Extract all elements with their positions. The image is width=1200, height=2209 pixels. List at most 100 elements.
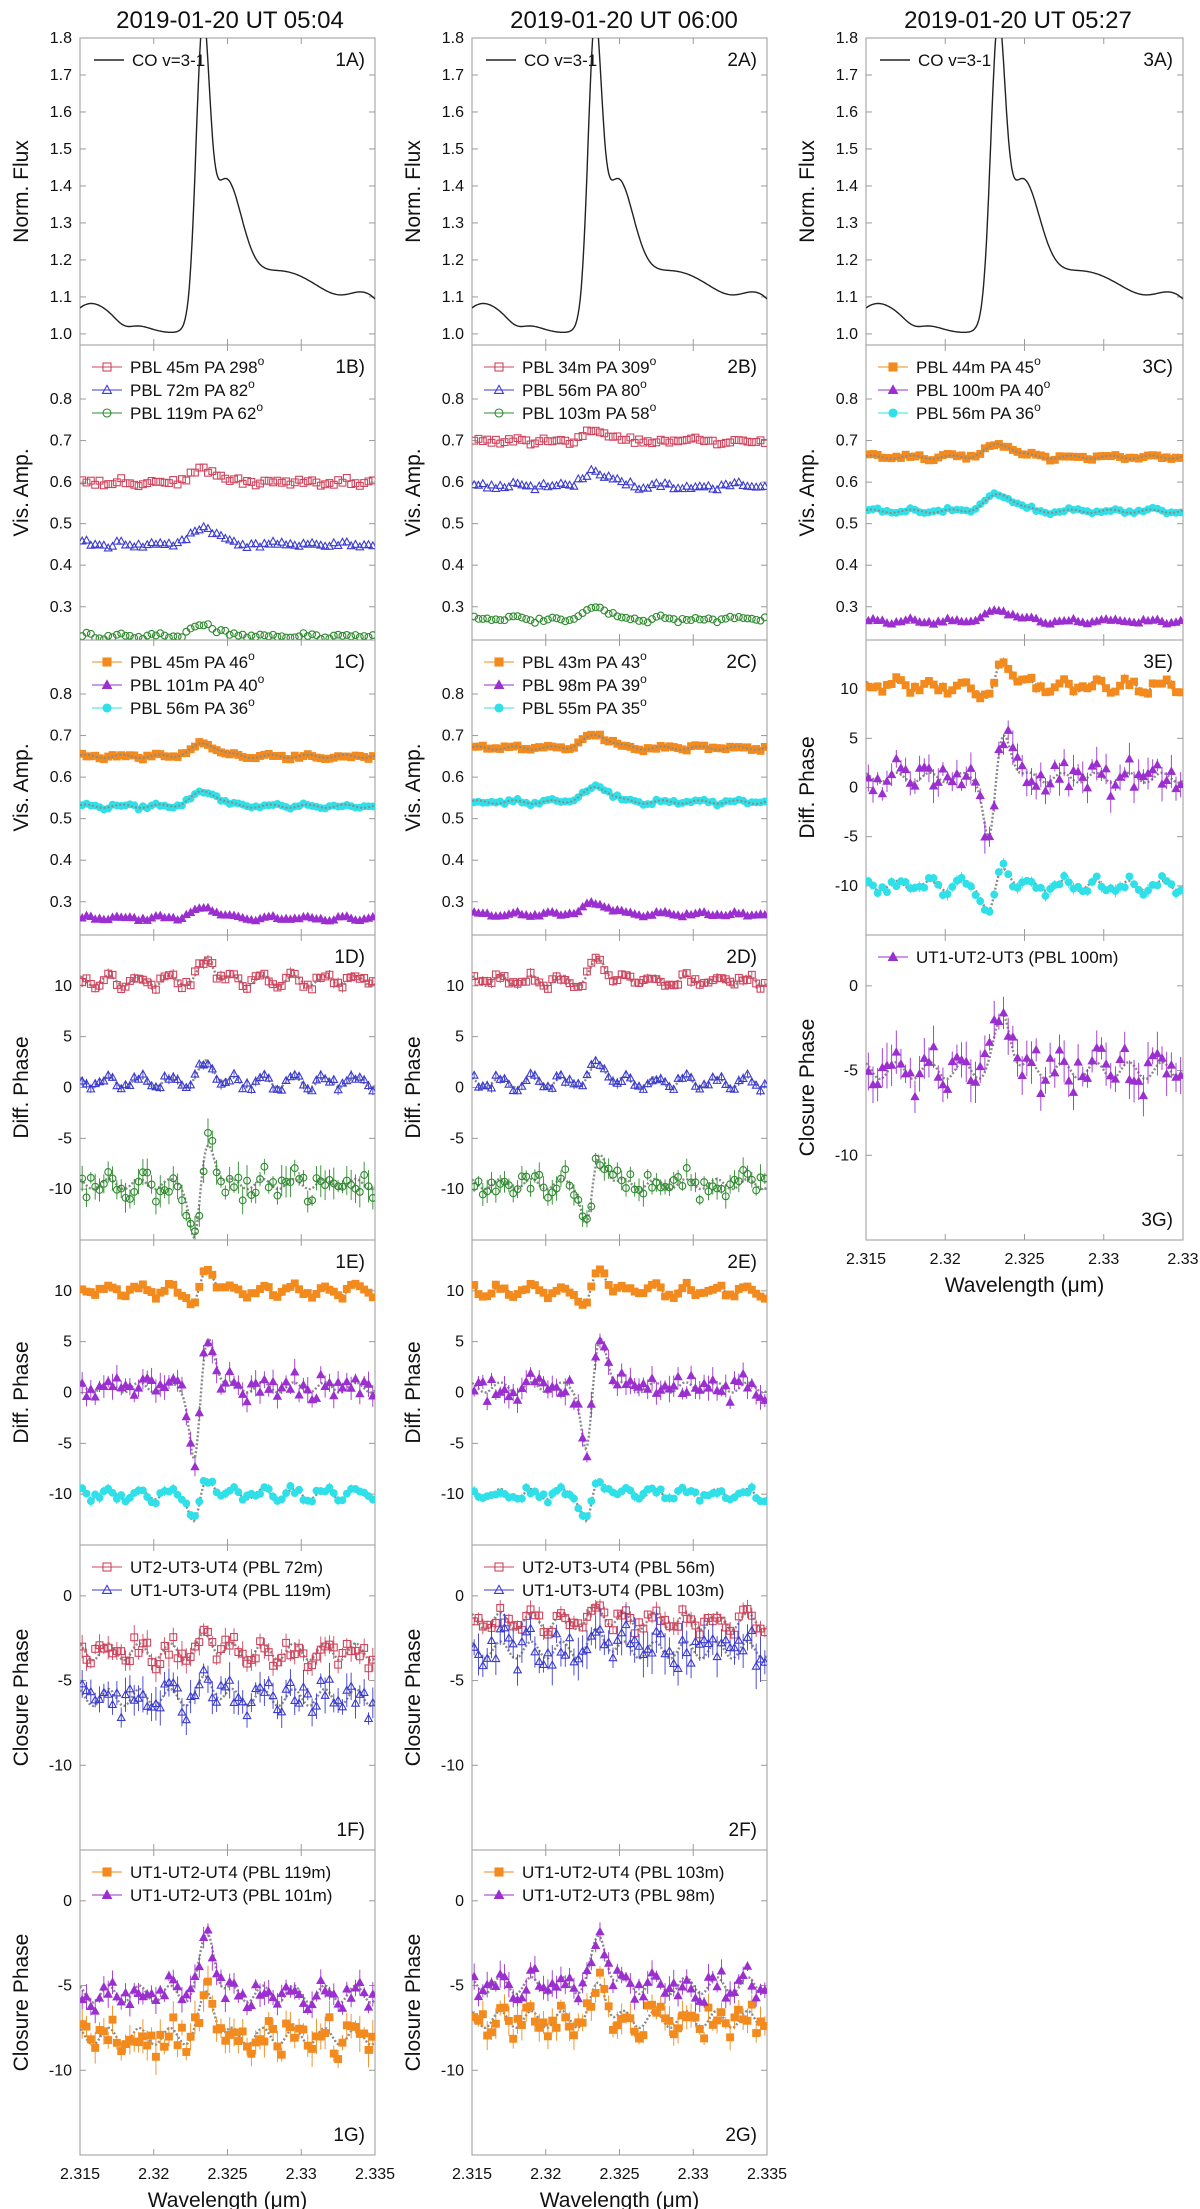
data-point: [225, 477, 234, 485]
data-point: [94, 540, 105, 549]
y-tick-label: -10: [835, 1147, 858, 1164]
data-point: [233, 1074, 244, 1084]
legend-marker: [494, 1867, 504, 1877]
y-axis-label: Closure Phase: [10, 1629, 33, 1767]
data-point: [573, 1399, 583, 1408]
data-point: [674, 980, 683, 989]
data-point: [177, 1649, 186, 1658]
data-point: [286, 1482, 295, 1490]
data-point: [966, 684, 975, 693]
legend-label: UT1-UT3-UT4 (PBL 119m): [130, 1581, 331, 1600]
data-point: [534, 1373, 544, 1382]
data-point: [674, 1289, 683, 1298]
legend-marker: [887, 384, 899, 394]
data-point: [586, 1957, 596, 1967]
data-point: [708, 1972, 718, 1981]
x-tick-label: 2.32: [930, 1251, 961, 1268]
data-point: [99, 1381, 109, 1390]
data-point: [1036, 769, 1046, 779]
data-point: [717, 439, 726, 448]
data-point: [1153, 881, 1162, 890]
data-point: [259, 1069, 270, 1078]
data-point: [86, 1384, 96, 1393]
data-point: [665, 980, 674, 989]
data-point: [1078, 1071, 1088, 1080]
data-point: [86, 629, 95, 638]
data-point: [133, 1383, 144, 1392]
data-point: [181, 1989, 191, 1999]
data-point: [221, 1635, 230, 1644]
data-point: [561, 617, 570, 626]
data-point: [574, 982, 583, 991]
data-point: [472, 1385, 479, 1395]
data-point: [1068, 1087, 1079, 1096]
legend-label: PBL 45m PA 298o: [130, 354, 265, 377]
data-point: [156, 2030, 165, 2039]
data-point: [729, 906, 740, 916]
data-point: [290, 633, 299, 640]
data-point: [299, 2025, 308, 2034]
data-point: [1027, 877, 1036, 886]
legend-marker: [102, 362, 112, 372]
data-point: [742, 481, 753, 490]
data-point: [591, 953, 600, 962]
data-point: [473, 1649, 484, 1658]
data-point: [747, 1077, 757, 1086]
data-point: [1158, 679, 1166, 688]
data-point: [472, 1642, 479, 1651]
data-point: [199, 463, 208, 472]
data-point: [652, 975, 661, 984]
data-point: [713, 2016, 722, 2025]
data-point: [229, 1068, 239, 1078]
data-point: [125, 1493, 134, 1502]
data-point: [691, 2013, 700, 2022]
data-point: [112, 2038, 121, 2047]
data-point: [329, 2049, 338, 2058]
data-point: [526, 440, 535, 449]
data-point: [230, 2028, 238, 2037]
data-point: [1106, 791, 1116, 800]
data-point: [695, 980, 704, 989]
data-point: [929, 680, 938, 689]
data-point: [569, 1983, 579, 1992]
data-point: [966, 882, 975, 891]
data-point: [130, 1187, 139, 1196]
data-point: [713, 440, 722, 449]
data-point: [346, 1070, 356, 1079]
data-point: [182, 1499, 191, 1508]
data-point: [303, 477, 312, 486]
data-point: [914, 1068, 925, 1078]
data-point: [699, 1997, 709, 2006]
data-point: [230, 970, 238, 979]
data-point: [172, 1375, 183, 1385]
data-point: [551, 1982, 562, 1991]
data-point: [329, 1074, 339, 1084]
data-point: [321, 2029, 330, 2037]
data-point: [873, 889, 882, 898]
data-point: [86, 476, 95, 485]
data-point: [99, 1075, 109, 1085]
data-point: [117, 2047, 126, 2056]
model-curve: [472, 1153, 767, 1226]
data-point: [556, 1647, 566, 1656]
data-point: [156, 629, 165, 638]
data-point: [347, 973, 356, 982]
data-point: [290, 1366, 300, 1376]
data-point: [155, 1702, 165, 1712]
data-point: [587, 427, 596, 436]
data-point: [648, 615, 656, 623]
data-point: [530, 1487, 539, 1496]
data-point: [595, 1335, 605, 1345]
data-point: [368, 1293, 375, 1302]
data-point: [678, 970, 687, 979]
data-point: [578, 982, 587, 990]
model-curve: [866, 443, 1183, 460]
y-tick-label: 0.4: [836, 557, 858, 574]
data-point: [669, 436, 678, 445]
y-tick-label: -10: [49, 2062, 72, 2079]
data-point: [478, 2010, 487, 2019]
data-point: [569, 1618, 578, 1627]
data-point: [682, 1278, 691, 1287]
data-point: [256, 1175, 264, 1184]
